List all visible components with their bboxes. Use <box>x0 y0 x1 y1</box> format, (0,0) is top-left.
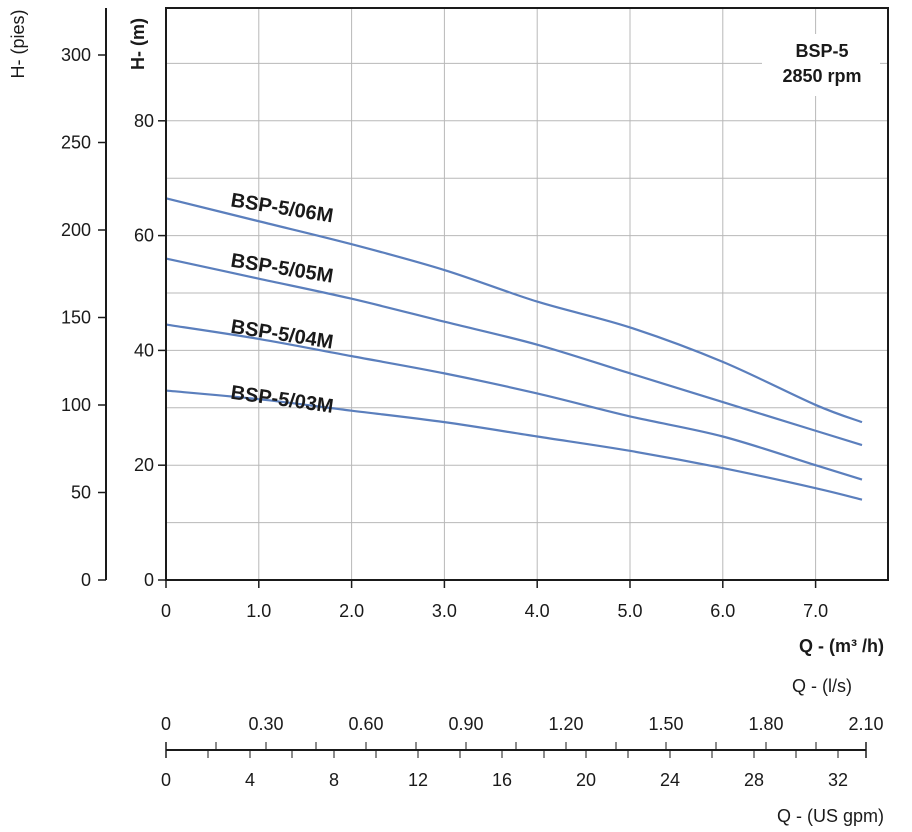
x-tick-label: 4.0 <box>525 601 550 621</box>
series-line-bsp-5-03m <box>165 389 863 501</box>
x-gpm-tick-label: 16 <box>492 770 512 790</box>
x-ls-tick-label: 0.90 <box>448 714 483 734</box>
x-gpm-tick-label: 28 <box>744 770 764 790</box>
badge-speed: 2850 rpm <box>782 66 861 86</box>
series-label: BSP-5/06M <box>229 189 335 227</box>
x-axis-ls-title: Q - (l/s) <box>792 676 852 696</box>
y-tick-label: 80 <box>134 111 154 131</box>
x-ls-tick-label: 0.60 <box>348 714 383 734</box>
x-ls-tick-label: 0.30 <box>248 714 283 734</box>
y-tick-label: 60 <box>134 226 154 246</box>
badge-background <box>762 34 880 96</box>
y-secondary-tick-label: 50 <box>71 483 91 503</box>
x-tick-label: 0 <box>161 601 171 621</box>
y-tick-label: 0 <box>144 570 154 590</box>
x-tick-label: 2.0 <box>339 601 364 621</box>
y-secondary-tick-label: 100 <box>61 395 91 415</box>
y-secondary-tick-label: 0 <box>81 570 91 590</box>
x-axis-title: Q - (m³ /h) <box>799 636 884 656</box>
x-ls-tick-label: 1.20 <box>548 714 583 734</box>
series-labels: BSP-5/06M BSP-5/05M BSP-5/04M BSP-5/03M <box>229 189 335 417</box>
y-secondary-tick-label: 300 <box>61 45 91 65</box>
axes <box>98 7 889 758</box>
y-axis-title: H- (m) <box>128 18 148 70</box>
x-tick-label: 1.0 <box>246 601 271 621</box>
badge-model: BSP-5 <box>795 41 848 61</box>
series-label: BSP-5/03M <box>229 382 334 418</box>
x-tick-label: 6.0 <box>710 601 735 621</box>
series-label: BSP-5/04M <box>229 316 335 354</box>
x-ls-tick-label: 0 <box>161 714 171 734</box>
x-ls-tick-label: 2.10 <box>848 714 883 734</box>
plot-frame <box>165 7 889 581</box>
series-line-bsp-5-05m <box>165 257 863 447</box>
y-tick-label: 40 <box>134 340 154 360</box>
series-line-bsp-5-06m <box>165 197 863 424</box>
x-tick-label: 7.0 <box>803 601 828 621</box>
y-secondary-tick-label: 150 <box>61 308 91 328</box>
x-gpm-tick-label: 8 <box>329 770 339 790</box>
y-secondary-tick-label: 250 <box>61 133 91 153</box>
x-tick-label: 3.0 <box>432 601 457 621</box>
x-gpm-tick-label: 32 <box>828 770 848 790</box>
x-tick-label: 5.0 <box>617 601 642 621</box>
x-gpm-tick-label: 24 <box>660 770 680 790</box>
x-gpm-tick-label: 20 <box>576 770 596 790</box>
y-tick-label: 20 <box>134 455 154 475</box>
x-gpm-tick-label: 12 <box>408 770 428 790</box>
grid <box>166 8 888 580</box>
x-gpm-tick-label: 4 <box>245 770 255 790</box>
x-ls-tick-label: 1.50 <box>648 714 683 734</box>
series-label: BSP-5/05M <box>229 250 335 288</box>
y-axis-secondary-title: H- (pies) <box>8 9 28 78</box>
series-group <box>165 197 863 501</box>
series-line-bsp-5-04m <box>165 323 863 481</box>
x-ls-tick-label: 1.80 <box>748 714 783 734</box>
x-gpm-tick-label: 0 <box>161 770 171 790</box>
x-axis-gpm-title: Q - (US gpm) <box>777 806 884 826</box>
y-secondary-tick-label: 200 <box>61 220 91 240</box>
